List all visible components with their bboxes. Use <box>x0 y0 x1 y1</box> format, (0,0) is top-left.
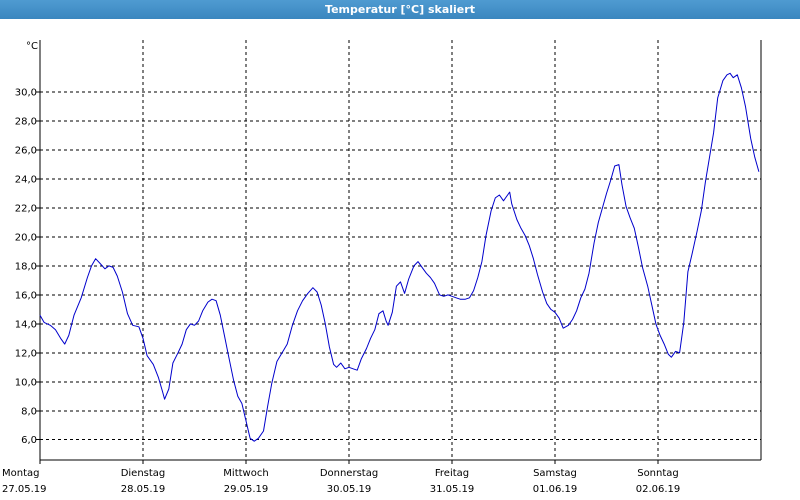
y-tick-label: 18,0 <box>15 261 37 272</box>
y-unit-label: °C <box>26 41 38 52</box>
y-tick-label: 20,0 <box>15 232 37 243</box>
x-tick-date-label: 02.06.19 <box>636 484 681 495</box>
y-tick-label: 10,0 <box>15 377 37 388</box>
x-tick-day-label: Mittwoch <box>223 468 268 479</box>
y-tick-label: 12,0 <box>15 348 37 359</box>
x-tick-date-label: 29.05.19 <box>224 484 269 495</box>
x-tick-date-label: 28.05.19 <box>121 484 166 495</box>
x-tick-date-label: 30.05.19 <box>327 484 372 495</box>
x-tick-day-label: Donnerstag <box>320 468 378 479</box>
temperature-series-line <box>39 72 760 442</box>
x-tick-day-label: Samstag <box>533 468 577 479</box>
y-tick-label: 14,0 <box>15 319 37 330</box>
series-layer <box>39 72 760 442</box>
y-tick-label: 22,0 <box>15 204 37 215</box>
axis-layer <box>36 40 762 464</box>
x-tick-date-label: 01.06.19 <box>533 484 578 495</box>
label-layer: 6,0 8,0 10,0 12,0 14,0 16,0 18,0 20,0 22,0 24,0 26… <box>2 41 680 495</box>
grid-layer <box>40 40 761 460</box>
y-tick-label: 8,0 <box>21 406 37 417</box>
y-tick-label: 24,0 <box>15 175 37 186</box>
x-tick-date-label: 31.05.19 <box>430 484 475 495</box>
x-tick-date-label: 27.05.19 <box>2 484 47 495</box>
y-tick-label: 30,0 <box>15 88 37 99</box>
chart-title-bar: Temperatur [°C] skaliert <box>0 0 800 19</box>
y-tick-label: 16,0 <box>15 290 37 301</box>
x-tick-day-label: Dienstag <box>121 468 166 479</box>
y-tick-label: 6,0 <box>21 435 37 446</box>
x-tick-day-label: Montag <box>2 468 39 479</box>
y-tick-label: 26,0 <box>15 146 37 157</box>
x-tick-day-label: Freitag <box>435 468 469 479</box>
x-tick-day-label: Sonntag <box>637 468 679 479</box>
y-tick-label: 28,0 <box>15 117 37 128</box>
